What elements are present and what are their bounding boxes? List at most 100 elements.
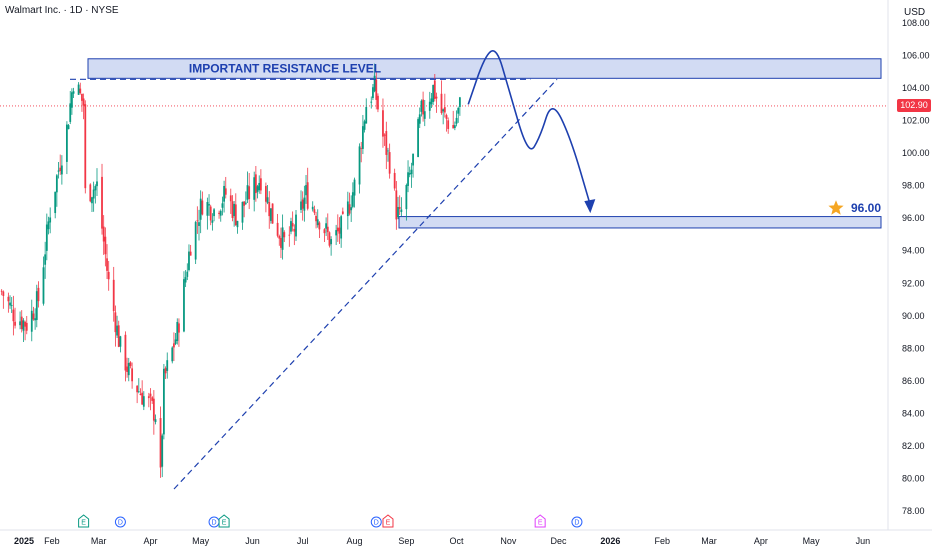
candle-body [395, 190, 398, 220]
candle-body [14, 321, 16, 326]
y-tick-label: 106.00 [902, 51, 930, 61]
y-tick-label: 84.00 [902, 408, 925, 418]
candle-body [92, 189, 95, 199]
candle-body [328, 232, 331, 246]
candle-body [350, 207, 353, 211]
x-tick-label: Aug [347, 536, 363, 546]
candle-body [107, 271, 110, 280]
candle-body [176, 321, 179, 341]
candle-body [408, 173, 411, 175]
candle-body [458, 97, 461, 107]
candle-body [152, 398, 155, 421]
candle-body [54, 191, 57, 214]
candle-body [44, 254, 47, 265]
y-tick-label: 94.00 [902, 246, 925, 256]
candle-body [270, 208, 272, 221]
candles [0, 63, 461, 478]
candle-body [91, 197, 93, 204]
candle-body [141, 392, 144, 405]
target-price-label: 96.00 [851, 201, 881, 215]
y-tick-label: 98.00 [902, 181, 925, 191]
resistance-label: IMPORTANT RESISTANCE LEVEL [189, 62, 381, 76]
dividend-event-icon[interactable] [114, 516, 126, 528]
candle-body [2, 291, 5, 296]
earnings-event-icon[interactable] [534, 514, 546, 528]
projection-curve [467, 50, 592, 206]
candle-body [288, 234, 291, 236]
candle-body [346, 201, 349, 217]
candle-body [428, 101, 431, 111]
candle-body [37, 287, 40, 302]
candle-body [276, 222, 279, 236]
candle-body [10, 305, 13, 307]
candle-body [129, 362, 132, 366]
y-tick-label: 82.00 [902, 441, 925, 451]
candle-body [453, 125, 456, 128]
candle-body [67, 125, 70, 130]
dividend-event-icon[interactable] [370, 516, 382, 528]
candle-body [7, 296, 10, 302]
candle-body [0, 290, 3, 292]
candle-body [194, 222, 197, 260]
candle-body [173, 343, 175, 348]
y-tick-label: 92.00 [902, 278, 925, 288]
candle-body [209, 206, 212, 221]
candle-body [442, 109, 445, 112]
candle-body [34, 318, 37, 321]
candle-body [84, 104, 87, 189]
candle-body [417, 119, 419, 157]
candle-body [325, 223, 328, 229]
candle-body [224, 188, 227, 195]
candle-body [306, 182, 309, 209]
candle-body [405, 184, 408, 210]
event-label: E [81, 520, 86, 527]
x-tick-label: May [803, 536, 821, 546]
candle-body [293, 228, 296, 232]
candle-body [351, 192, 354, 207]
earnings-event-icon[interactable] [382, 514, 394, 528]
candle-body [447, 120, 450, 129]
candle-body [365, 106, 368, 124]
candle-body [189, 251, 192, 256]
candle-body [57, 170, 60, 172]
candle-body [9, 302, 11, 306]
candle-body [159, 418, 162, 468]
earnings-event-icon[interactable] [78, 514, 90, 528]
candle-body [166, 360, 169, 371]
x-tick-label: Dec [551, 536, 568, 546]
event-label: E [222, 520, 227, 527]
dividend-event-icon[interactable] [571, 516, 583, 528]
candle-body [49, 217, 52, 223]
candle-body [22, 320, 25, 331]
x-tick-label: Sep [398, 536, 414, 546]
candle-body [20, 316, 23, 330]
candle-body [101, 176, 103, 229]
candle-body [184, 277, 187, 283]
candle-body [266, 197, 269, 203]
candle-body [398, 207, 401, 209]
x-tick-label: Apr [754, 536, 768, 546]
event-label: E [538, 520, 543, 527]
y-tick-label: 104.00 [902, 83, 930, 93]
x-tick-label: Oct [450, 536, 465, 546]
candle-body [201, 200, 204, 215]
candle-body [248, 186, 251, 199]
x-tick-label: 2025 [14, 536, 34, 546]
candle-body [211, 220, 214, 223]
x-tick-label: Jun [245, 536, 260, 546]
candle-body [208, 204, 210, 206]
x-tick-label: May [192, 536, 210, 546]
x-tick-label: 2026 [600, 536, 620, 546]
candle-body [171, 347, 174, 362]
candle-body [412, 153, 414, 166]
candle-body [131, 368, 134, 382]
candle-body [24, 321, 26, 327]
candle-body [340, 216, 343, 239]
candle-body [422, 99, 424, 115]
earnings-event-icon[interactable] [218, 514, 230, 528]
candle-body [77, 84, 80, 95]
candle-body [221, 203, 224, 208]
candle-body [300, 201, 302, 210]
candle-body [94, 186, 97, 191]
